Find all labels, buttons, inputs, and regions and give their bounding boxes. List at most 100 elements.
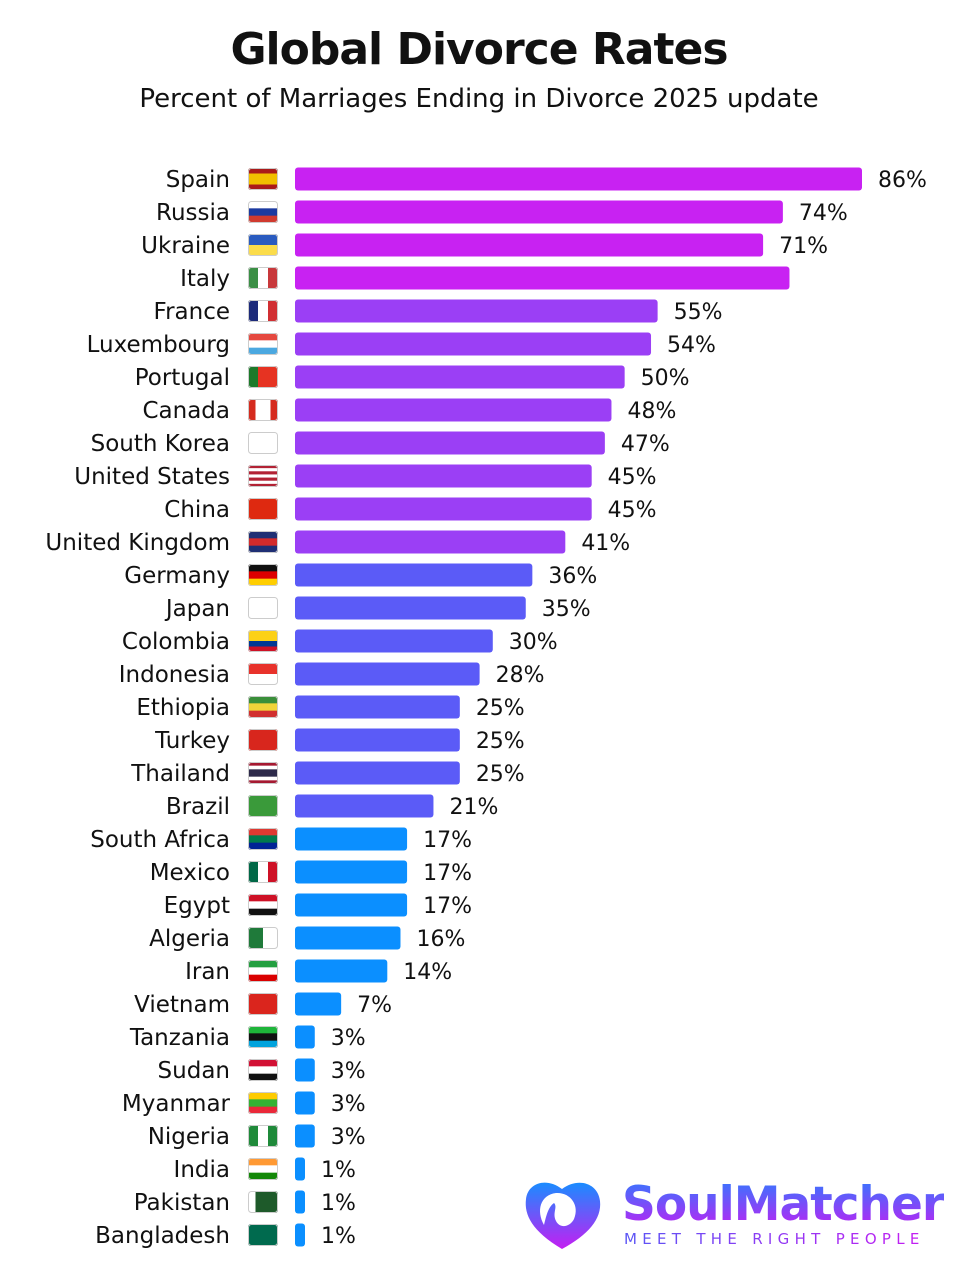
category-label: United States [74, 464, 230, 490]
category-label: Brazil [166, 794, 230, 820]
bar [295, 332, 652, 356]
bar-row: Algeria 16% [149, 926, 465, 952]
value-label: 45% [608, 498, 657, 523]
value-label: 17% [423, 828, 472, 853]
bar [295, 893, 408, 917]
bar [295, 233, 764, 257]
bar-row: Canada 48% [142, 398, 676, 424]
category-label: Italy [180, 266, 230, 292]
bar [295, 860, 408, 884]
bar-row: France 55% [154, 299, 723, 325]
category-label: South Korea [91, 431, 230, 457]
bar-row: Vietnam 7% [134, 992, 392, 1018]
value-label: 48% [627, 399, 676, 424]
bar [295, 926, 401, 950]
flag-icon [248, 432, 278, 454]
bar-row: Spain 86% [166, 167, 927, 193]
category-label: Indonesia [119, 662, 230, 688]
bar [295, 959, 388, 983]
bar-row: Egypt 17% [164, 893, 472, 919]
bar-row: Italy [180, 266, 790, 292]
bar-row: Germany 36% [124, 563, 597, 589]
flag-icon [248, 993, 278, 1015]
bar [295, 695, 460, 719]
bar-row: Luxembourg 54% [87, 332, 716, 358]
bar-row: Brazil 21% [166, 794, 499, 820]
flag-icon [248, 630, 278, 652]
bar [295, 1124, 315, 1148]
bar-row: Japan 35% [164, 596, 591, 622]
flag-icon [248, 894, 278, 916]
bar [295, 1157, 305, 1181]
bar [295, 530, 566, 554]
flag-icon [248, 762, 278, 784]
bar [295, 266, 790, 290]
bar-row: Tanzania 3% [129, 1025, 366, 1051]
flag-icon [248, 1191, 278, 1213]
bar-row: Indonesia 28% [119, 662, 545, 688]
category-label: Bangladesh [95, 1223, 230, 1249]
value-label: 7% [357, 993, 392, 1018]
heart-logo-icon [525, 1182, 601, 1249]
category-label: Algeria [149, 926, 230, 952]
value-label: 25% [476, 762, 525, 787]
value-label: 16% [416, 927, 465, 952]
category-label: Sudan [158, 1058, 230, 1084]
bar [295, 1025, 315, 1049]
flag-icon [248, 201, 278, 223]
flag-icon [248, 333, 278, 355]
category-label: Pakistan [134, 1190, 230, 1216]
bar [295, 827, 408, 851]
value-label: 3% [331, 1059, 366, 1084]
category-label: China [164, 497, 230, 523]
flag-icon [248, 960, 278, 982]
value-label: 45% [608, 465, 657, 490]
bar-row: Ukraine 71% [141, 233, 828, 259]
category-label: Germany [124, 563, 230, 589]
category-label: Thailand [130, 761, 230, 787]
category-label: Spain [166, 167, 230, 193]
bar [295, 299, 658, 323]
category-label: Mexico [150, 860, 230, 886]
bar [295, 992, 342, 1016]
value-label: 50% [641, 366, 690, 391]
bar-row: Sudan 3% [158, 1058, 366, 1084]
value-label: 17% [423, 861, 472, 886]
bar [295, 596, 526, 620]
bar-row: Turkey 25% [154, 728, 525, 754]
category-label: Egypt [164, 893, 230, 919]
brand-name: SoulMatcher [622, 1177, 945, 1232]
bar [295, 464, 592, 488]
value-label: 74% [799, 201, 848, 226]
category-label: South Africa [90, 827, 230, 853]
value-label: 71% [779, 234, 828, 259]
soulmatcher-logo: SoulMatcher MEET THE RIGHT PEOPLE [522, 1175, 945, 1255]
bar [295, 398, 612, 422]
bar-row: Myanmar 3% [122, 1091, 366, 1117]
flag-icon [248, 531, 278, 553]
value-label: 41% [581, 531, 630, 556]
flag-icon [248, 498, 278, 520]
bar [295, 728, 460, 752]
bar-row: Russia 74% [156, 200, 848, 226]
value-label: 3% [331, 1092, 366, 1117]
category-label: Ethiopia [136, 695, 230, 721]
bar-row: United Kingdom 41% [45, 530, 630, 556]
bar [295, 761, 460, 785]
value-label: 21% [449, 795, 498, 820]
flag-icon [248, 927, 278, 949]
value-label: 3% [331, 1026, 366, 1051]
flag-icon [248, 1092, 278, 1114]
category-label: Iran [185, 959, 230, 985]
category-label: United Kingdom [45, 530, 230, 556]
flag-icon [248, 795, 278, 817]
flag-icon [248, 267, 278, 289]
category-label: Tanzania [129, 1025, 230, 1051]
value-label: 28% [496, 663, 545, 688]
bar-row: Colombia 30% [122, 629, 558, 655]
bar [295, 629, 493, 653]
flag-icon [248, 828, 278, 850]
bar [295, 794, 434, 818]
